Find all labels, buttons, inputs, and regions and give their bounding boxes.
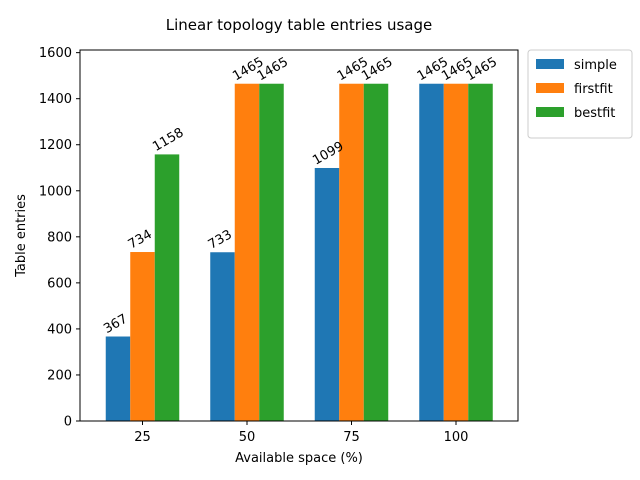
y-tick-label: 400 — [47, 322, 72, 337]
x-axis: 25 50 75 100 — [134, 421, 468, 445]
x-tick-label: 75 — [343, 430, 360, 445]
bar-firstfit-100 — [443, 83, 469, 422]
bar-bestfit-75 — [363, 83, 389, 422]
bar-value-label: 1158 — [150, 125, 186, 155]
legend-label-bestfit: bestfit — [574, 106, 615, 121]
chart-title: Linear topology table entries usage — [166, 16, 432, 34]
x-tick-label: 25 — [134, 430, 151, 445]
y-tick-label: 1400 — [39, 92, 72, 107]
y-axis-label: Table entries — [14, 194, 29, 278]
y-tick-label: 1200 — [39, 138, 72, 153]
bar-firstfit-25 — [130, 252, 155, 421]
bar-simple-50 — [210, 252, 235, 421]
y-tick-label: 200 — [47, 368, 72, 383]
bars-group — [105, 83, 493, 422]
y-axis: 0 200 400 600 800 1000 1200 1400 1600 — [39, 46, 80, 430]
bar-simple-100 — [419, 83, 444, 422]
legend-label-firstfit: firstfit — [574, 82, 613, 97]
bar-bestfit-50 — [259, 83, 284, 422]
y-tick-label: 600 — [47, 276, 72, 291]
y-tick-label: 1600 — [39, 46, 72, 61]
bar-value-label: 367 — [101, 312, 130, 337]
legend-swatch-firstfit — [536, 83, 564, 93]
bar-value-label: 734 — [126, 227, 155, 252]
bar-firstfit-50 — [234, 83, 260, 422]
plot-frame — [79, 49, 519, 422]
x-tick-label: 100 — [444, 430, 469, 445]
bar-simple-25 — [105, 336, 131, 421]
bar-simple-75 — [314, 167, 340, 421]
x-axis-label: Available space (%) — [235, 451, 363, 466]
legend-label-simple: simple — [574, 58, 617, 73]
bar-bestfit-100 — [468, 83, 493, 422]
legend: simple firstfit bestfit — [527, 49, 633, 139]
bar-value-label: 733 — [206, 227, 235, 252]
y-tick-label: 800 — [47, 230, 72, 245]
y-tick-label: 1000 — [39, 184, 72, 199]
bar-bestfit-25 — [154, 154, 180, 421]
y-tick-label: 0 — [64, 415, 72, 430]
legend-swatch-simple — [536, 59, 564, 69]
bar-firstfit-75 — [339, 83, 364, 422]
legend-swatch-bestfit — [536, 107, 564, 117]
x-tick-label: 50 — [239, 430, 256, 445]
